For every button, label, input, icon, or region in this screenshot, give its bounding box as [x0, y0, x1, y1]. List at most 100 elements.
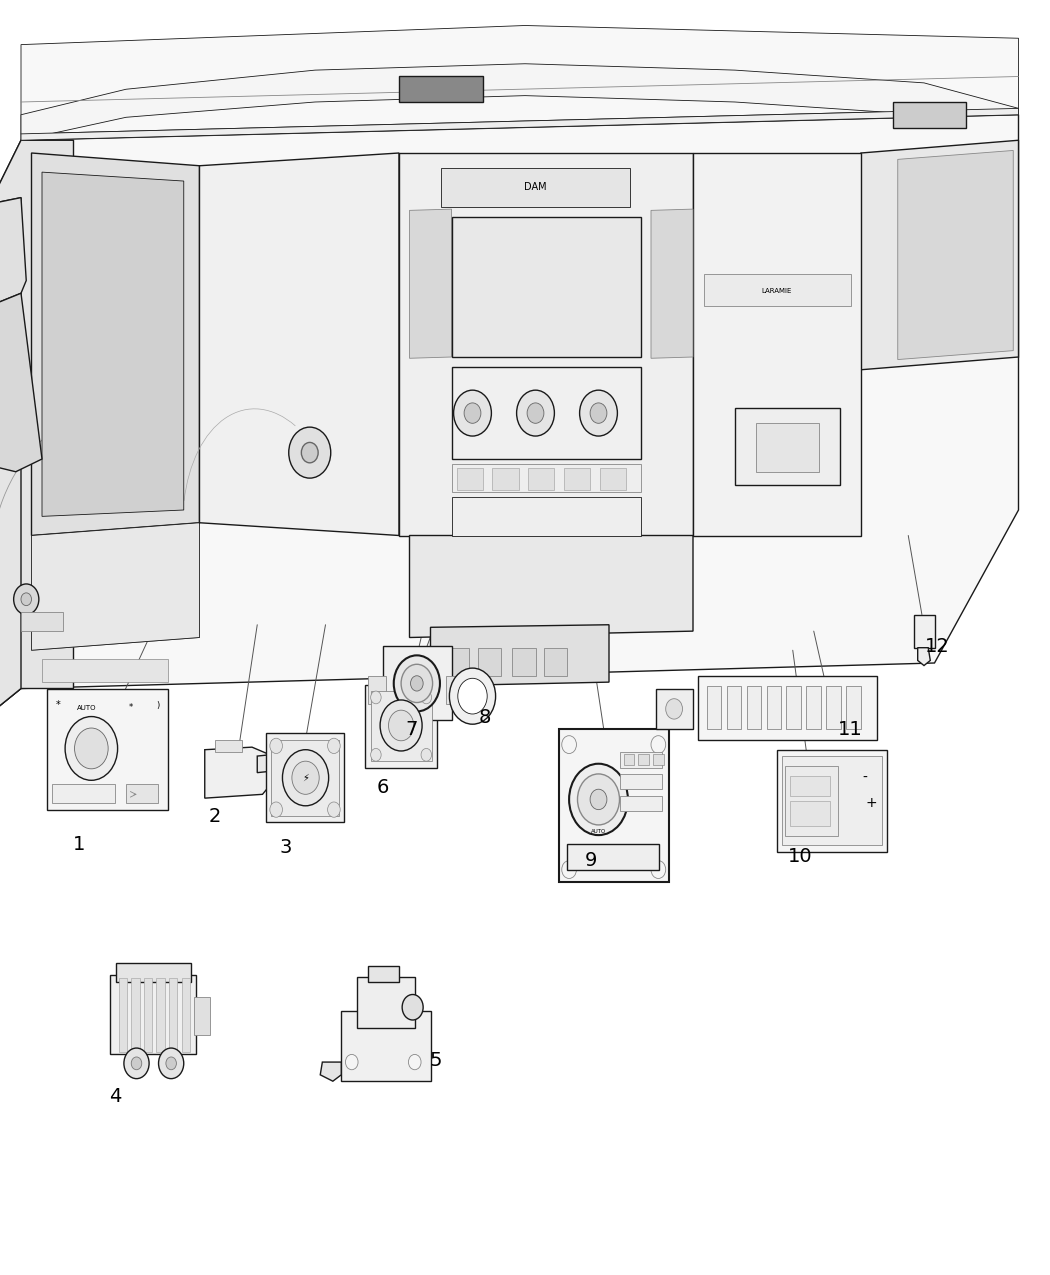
Text: LARAMIE: LARAMIE — [762, 288, 792, 293]
Bar — [368, 676, 386, 704]
Polygon shape — [320, 1062, 341, 1081]
Text: ⚡: ⚡ — [302, 773, 309, 783]
Bar — [194, 997, 210, 1035]
Bar — [357, 977, 415, 1028]
Circle shape — [408, 1054, 421, 1070]
Polygon shape — [0, 198, 26, 306]
Text: -: - — [863, 771, 867, 784]
Bar — [600, 468, 626, 490]
Bar — [892, 102, 966, 128]
Polygon shape — [898, 150, 1013, 360]
Circle shape — [301, 442, 318, 463]
Circle shape — [75, 728, 108, 769]
Bar — [790, 776, 830, 796]
Bar — [42, 659, 168, 682]
Bar — [52, 784, 116, 803]
Bar — [156, 978, 165, 1052]
Text: 11: 11 — [838, 720, 863, 738]
Circle shape — [21, 593, 32, 606]
Circle shape — [590, 789, 607, 810]
Bar — [698, 676, 877, 739]
Circle shape — [14, 584, 39, 615]
Polygon shape — [32, 153, 200, 536]
Polygon shape — [399, 153, 693, 536]
Polygon shape — [693, 153, 861, 536]
Circle shape — [371, 748, 381, 761]
Circle shape — [394, 655, 440, 711]
Bar — [620, 752, 662, 768]
Circle shape — [569, 764, 628, 835]
Bar — [806, 686, 821, 729]
Text: AUTO: AUTO — [78, 705, 97, 710]
Bar — [786, 686, 801, 729]
Bar — [119, 978, 127, 1052]
Circle shape — [458, 678, 487, 714]
Circle shape — [166, 1057, 176, 1070]
Bar — [777, 750, 887, 852]
Bar — [452, 217, 640, 357]
Bar — [914, 615, 934, 648]
Bar — [620, 796, 662, 811]
Bar — [727, 686, 741, 729]
Text: 4: 4 — [109, 1088, 122, 1105]
Polygon shape — [410, 536, 693, 638]
Bar — [564, 468, 590, 490]
Text: ): ) — [155, 700, 160, 710]
Circle shape — [562, 861, 576, 878]
Bar — [544, 648, 567, 676]
Bar — [452, 367, 640, 459]
Polygon shape — [42, 172, 184, 516]
Bar — [638, 754, 649, 765]
Circle shape — [289, 427, 331, 478]
Bar — [492, 468, 519, 490]
Bar — [624, 754, 634, 765]
Circle shape — [65, 717, 118, 780]
Circle shape — [401, 664, 433, 703]
Bar — [110, 975, 196, 1054]
Bar — [747, 686, 761, 729]
Bar — [116, 963, 191, 982]
Bar — [131, 978, 140, 1052]
Bar — [785, 766, 838, 836]
Circle shape — [464, 403, 481, 423]
Circle shape — [578, 774, 619, 825]
Circle shape — [270, 802, 282, 817]
Bar — [735, 408, 840, 484]
Circle shape — [411, 676, 423, 691]
Bar — [371, 691, 432, 761]
Circle shape — [282, 750, 329, 806]
Bar — [126, 784, 158, 803]
Bar — [144, 978, 152, 1052]
Text: 2: 2 — [209, 807, 222, 825]
Bar — [368, 966, 399, 982]
Bar — [441, 168, 630, 207]
Bar — [620, 774, 662, 789]
Circle shape — [651, 861, 666, 878]
Text: 9: 9 — [585, 852, 597, 870]
Bar — [567, 844, 659, 870]
Bar — [452, 497, 640, 536]
Text: 3: 3 — [279, 839, 292, 857]
Polygon shape — [0, 198, 21, 714]
Bar — [399, 76, 483, 102]
Polygon shape — [861, 140, 1018, 370]
Bar — [452, 464, 640, 492]
Circle shape — [449, 668, 496, 724]
Bar — [790, 801, 830, 826]
Bar — [756, 423, 819, 472]
Polygon shape — [257, 752, 294, 773]
Circle shape — [666, 699, 683, 719]
Text: DAM: DAM — [524, 182, 547, 193]
Bar — [446, 676, 465, 704]
Bar — [266, 733, 344, 822]
Circle shape — [292, 761, 319, 794]
Bar — [478, 648, 501, 676]
Bar — [47, 688, 168, 810]
Polygon shape — [32, 523, 200, 650]
Circle shape — [421, 691, 432, 704]
Bar — [215, 740, 242, 752]
Bar — [704, 274, 850, 306]
Circle shape — [402, 994, 423, 1020]
Circle shape — [421, 748, 432, 761]
Polygon shape — [0, 293, 42, 472]
